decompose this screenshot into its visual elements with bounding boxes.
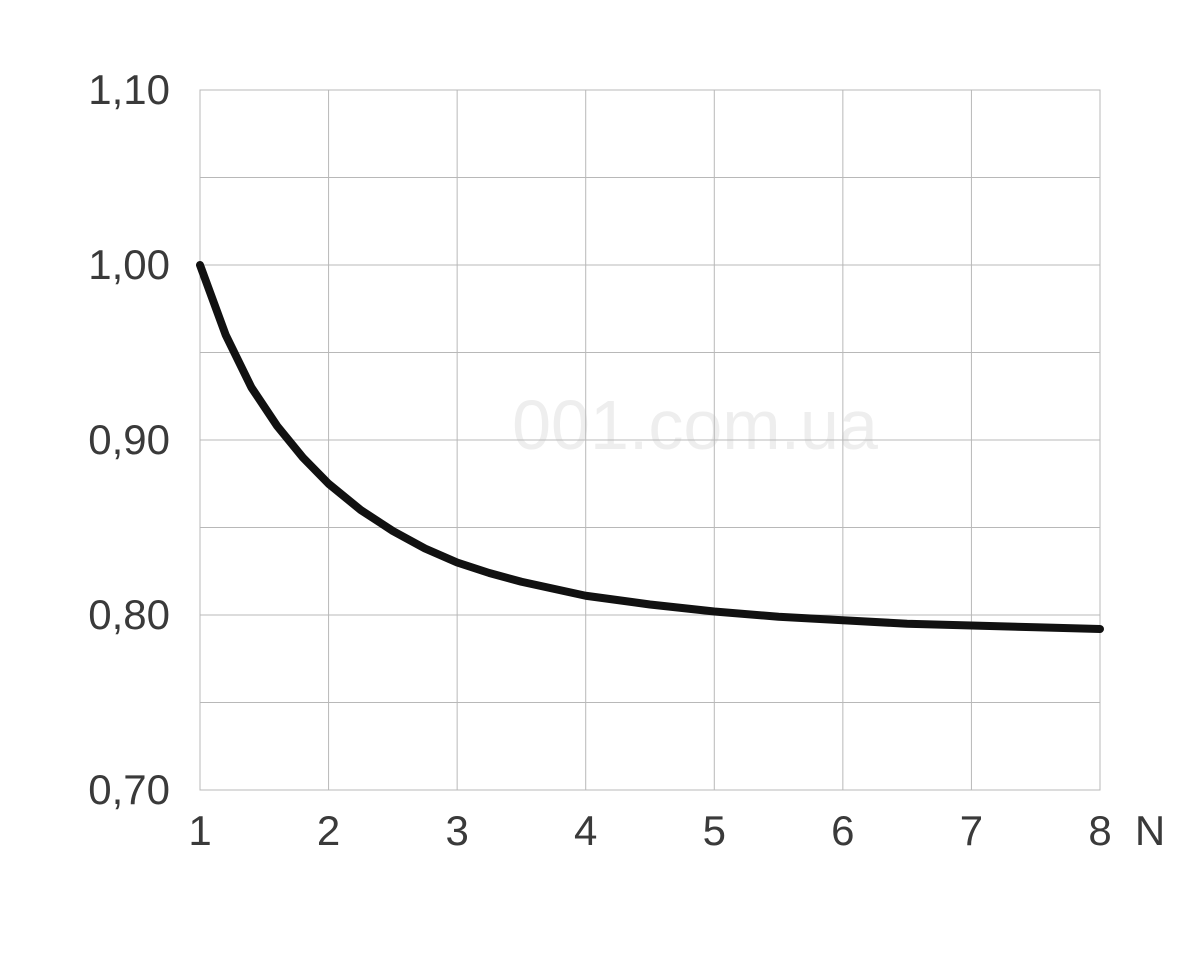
chart-container: 001.com.ua 0,70 0,80 0,90 1,00 1,10 1 2 3 4 5 6 7 8N (0, 0, 1200, 960)
y-tick-label: 0,80 (88, 591, 170, 638)
x-axis-label: N (1135, 807, 1165, 854)
x-tick-label: 3 (445, 807, 468, 854)
x-tick-label: 5 (703, 807, 726, 854)
x-tick-label: 6 (831, 807, 854, 854)
x-tick-label: 7 (960, 807, 983, 854)
line-chart: 001.com.ua 0,70 0,80 0,90 1,00 1,10 1 2 3 4 5 6 7 8N (0, 0, 1200, 960)
x-tick-label: 8 (1088, 807, 1111, 854)
y-tick-label: 0,90 (88, 416, 170, 463)
y-tick-label: 0,70 (88, 766, 170, 813)
watermark-text: 001.com.ua (512, 386, 878, 464)
x-tick-label: 1 (188, 807, 211, 854)
y-tick-label: 1,00 (88, 241, 170, 288)
x-tick-label: 4 (574, 807, 597, 854)
chart-background (0, 0, 1200, 960)
x-tick-label: 2 (317, 807, 340, 854)
y-tick-label: 1,10 (88, 66, 170, 113)
